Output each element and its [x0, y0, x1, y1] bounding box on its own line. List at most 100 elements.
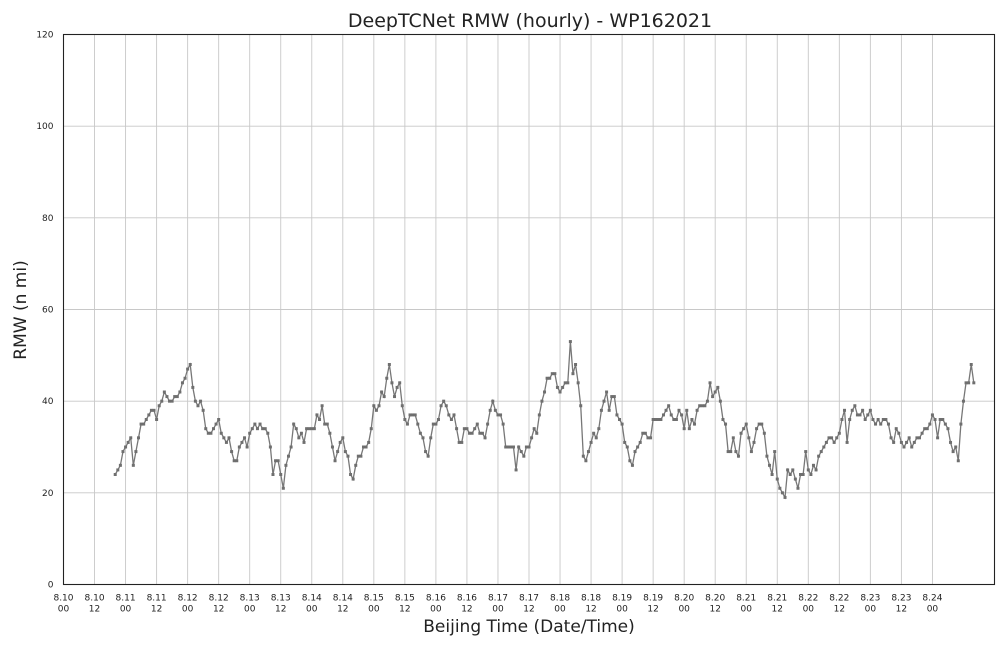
- data-point: [563, 381, 567, 385]
- x-tick-date: 8.17: [488, 594, 508, 604]
- data-point: [824, 440, 828, 444]
- data-point: [641, 431, 645, 435]
- data-point: [519, 450, 523, 454]
- data-point: [271, 473, 275, 476]
- data-point: [680, 413, 684, 417]
- data-point: [708, 381, 712, 385]
- data-point: [217, 418, 221, 421]
- data-point: [561, 385, 565, 389]
- data-point: [558, 390, 562, 394]
- data-point: [646, 436, 650, 440]
- data-point: [899, 440, 903, 444]
- x-tick-date: 8.16: [457, 594, 477, 604]
- data-point: [475, 422, 479, 426]
- data-point: [879, 422, 883, 426]
- data-point: [636, 445, 640, 449]
- data-point: [734, 450, 738, 454]
- data-point: [157, 404, 161, 408]
- data-point: [843, 408, 847, 412]
- x-tick-date: 8.22: [798, 594, 818, 604]
- x-tick-date: 8.19: [643, 594, 663, 604]
- data-point: [765, 454, 769, 458]
- data-point: [625, 445, 629, 449]
- data-point: [243, 436, 247, 440]
- data-point: [341, 436, 345, 440]
- data-point: [514, 468, 518, 472]
- data-point: [755, 427, 759, 431]
- data-point: [377, 404, 381, 408]
- data-point: [599, 408, 603, 412]
- data-point: [607, 408, 611, 412]
- data-point: [405, 422, 409, 426]
- data-point: [630, 463, 634, 467]
- data-point: [403, 418, 407, 421]
- data-point: [866, 413, 870, 417]
- data-point: [191, 385, 195, 389]
- data-point: [693, 422, 697, 426]
- data-point: [473, 427, 477, 431]
- data-point: [361, 445, 365, 449]
- data-point: [643, 431, 647, 435]
- data-point: [248, 431, 252, 435]
- x-tick-hour: 00: [741, 605, 753, 615]
- x-tick-date: 8.21: [767, 594, 787, 604]
- data-point: [876, 418, 880, 421]
- data-point: [261, 427, 265, 431]
- data-point: [152, 408, 156, 412]
- data-point: [716, 385, 720, 389]
- data-point: [193, 399, 197, 403]
- data-point: [920, 431, 924, 435]
- data-point: [799, 473, 803, 476]
- data-point: [907, 436, 911, 440]
- x-tick-date: 8.10: [53, 594, 73, 604]
- data-point: [780, 491, 784, 495]
- data-point: [411, 413, 415, 417]
- data-point: [923, 427, 927, 431]
- data-point: [902, 445, 906, 449]
- data-point: [956, 459, 960, 463]
- data-point: [230, 450, 234, 454]
- x-tick-date: 8.18: [581, 594, 601, 604]
- data-point: [669, 413, 673, 417]
- data-point: [413, 413, 417, 417]
- x-tick-date: 8.14: [333, 594, 353, 604]
- data-point: [134, 450, 138, 454]
- x-tick-hour: 12: [337, 605, 348, 615]
- x-tick-date: 8.10: [85, 594, 105, 604]
- data-point: [240, 440, 244, 444]
- y-axis-ticks: 0 20 40 60 80 100 120: [36, 31, 53, 591]
- data-point: [809, 473, 813, 476]
- data-point: [946, 427, 950, 431]
- x-tick-date: 8.14: [302, 594, 322, 604]
- data-point: [817, 454, 821, 458]
- data-point: [918, 436, 921, 440]
- data-point: [961, 399, 965, 403]
- data-point: [845, 440, 849, 444]
- x-tick-date: 8.11: [147, 594, 167, 604]
- x-tick-date: 8.19: [612, 594, 632, 604]
- data-point: [168, 399, 172, 403]
- data-point: [496, 413, 500, 417]
- data-point: [814, 468, 818, 472]
- data-point: [910, 445, 914, 449]
- data-point: [232, 459, 236, 463]
- series-line: [114, 341, 975, 500]
- data-point: [186, 367, 190, 371]
- data-point: [330, 445, 334, 449]
- data-point: [209, 431, 213, 435]
- data-point: [121, 450, 125, 454]
- data-point: [155, 418, 159, 421]
- data-point: [421, 436, 425, 440]
- x-tick-hour: 00: [492, 605, 504, 615]
- data-point: [480, 431, 484, 435]
- data-point: [778, 486, 782, 490]
- data-point: [429, 436, 433, 440]
- data-point: [605, 390, 609, 394]
- x-tick-hour: 00: [58, 605, 70, 615]
- data-point: [889, 436, 893, 440]
- data-point: [436, 418, 440, 421]
- data-point: [550, 372, 554, 376]
- data-point: [592, 431, 596, 435]
- data-point: [113, 473, 117, 476]
- data-point: [149, 408, 153, 412]
